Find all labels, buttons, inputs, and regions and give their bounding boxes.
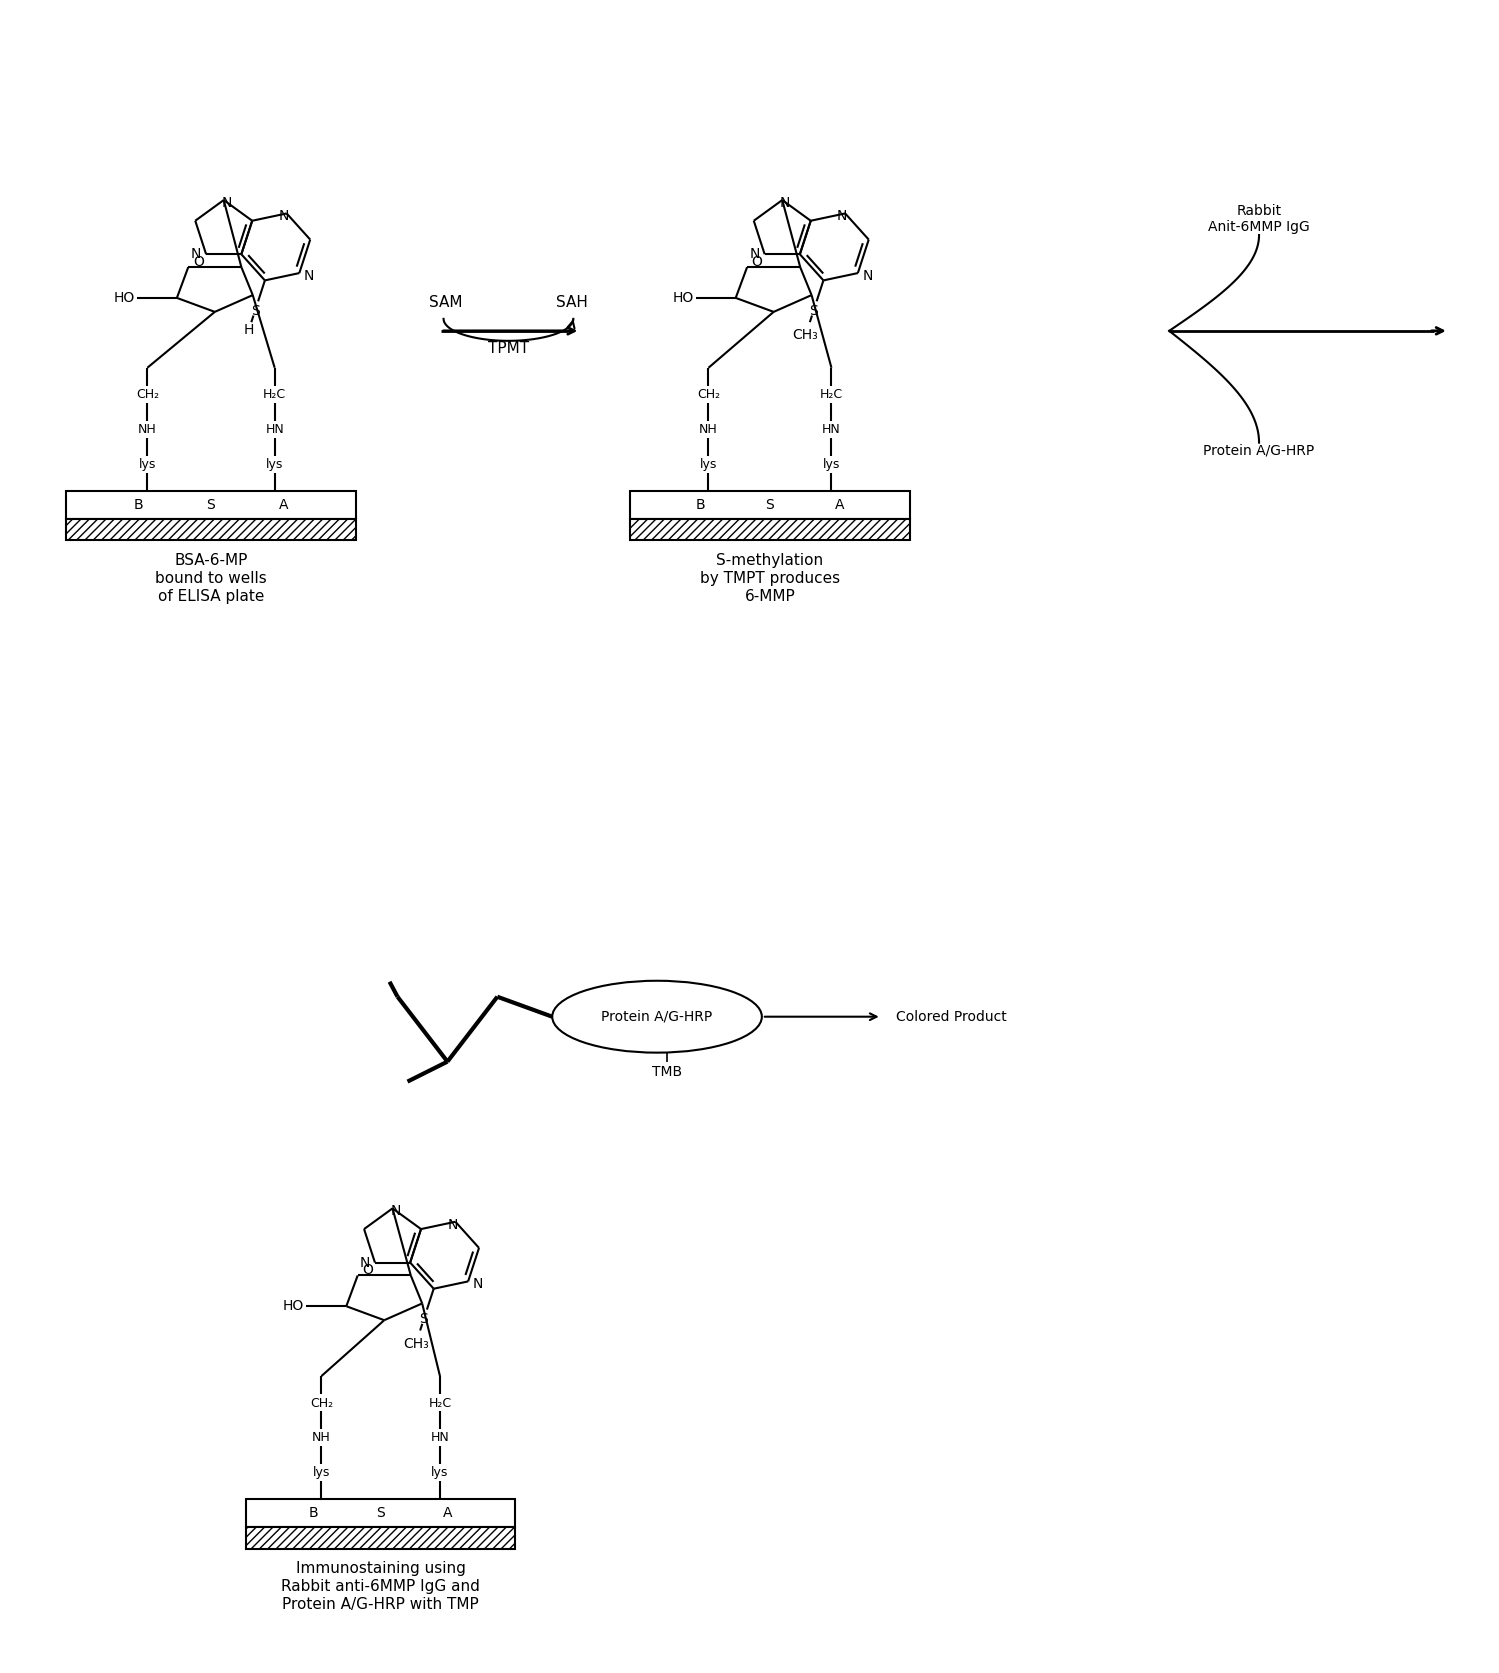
Text: S: S: [207, 497, 216, 512]
Text: N: N: [836, 209, 847, 224]
Text: N: N: [750, 248, 760, 261]
Bar: [630, 490, 910, 519]
Text: 6-MMP: 6-MMP: [745, 589, 796, 604]
Text: S-methylation: S-methylation: [717, 554, 823, 567]
Text: NH: NH: [312, 1432, 331, 1444]
Text: HO: HO: [114, 291, 135, 304]
Text: H₂C: H₂C: [429, 1397, 451, 1410]
Text: HO: HO: [672, 291, 694, 304]
Text: O: O: [363, 1263, 373, 1278]
Text: H₂C: H₂C: [820, 388, 842, 402]
Text: N: N: [304, 269, 315, 283]
Text: CH₂: CH₂: [136, 388, 159, 402]
Text: O: O: [193, 256, 204, 269]
Text: Rabbit anti-6MMP IgG and: Rabbit anti-6MMP IgG and: [282, 1579, 480, 1594]
Text: Rabbit: Rabbit: [1237, 204, 1282, 217]
Text: S: S: [250, 304, 259, 318]
Text: N: N: [862, 269, 872, 283]
Text: TPMT: TPMT: [487, 341, 529, 356]
Text: NH: NH: [138, 423, 157, 437]
Bar: [66, 490, 355, 519]
Text: N: N: [222, 196, 232, 211]
Bar: [246, 1527, 516, 1549]
Text: S: S: [809, 304, 818, 318]
Bar: [246, 1499, 516, 1527]
Bar: [630, 519, 910, 540]
Text: Colored Product: Colored Product: [896, 1010, 1007, 1024]
Text: TMB: TMB: [652, 1064, 682, 1079]
Text: H₂C: H₂C: [264, 388, 286, 402]
Text: HN: HN: [430, 1432, 450, 1444]
Text: CH₂: CH₂: [310, 1397, 333, 1410]
Text: NH: NH: [699, 423, 718, 437]
Text: lys: lys: [313, 1467, 330, 1479]
Text: SAM: SAM: [429, 296, 462, 311]
Text: N: N: [390, 1205, 400, 1218]
Text: N: N: [472, 1278, 483, 1292]
Text: Immunostaining using: Immunostaining using: [295, 1561, 466, 1576]
Text: N: N: [190, 248, 201, 261]
Text: lys: lys: [265, 458, 283, 472]
Text: CH₃: CH₃: [793, 328, 818, 343]
Text: HN: HN: [821, 423, 841, 437]
Text: bound to wells: bound to wells: [154, 570, 267, 586]
Text: CH₃: CH₃: [403, 1337, 429, 1350]
Text: lys: lys: [432, 1467, 448, 1479]
Text: BSA-6-MP: BSA-6-MP: [174, 554, 247, 567]
Text: A: A: [835, 497, 844, 512]
Text: N: N: [447, 1218, 457, 1231]
Text: lys: lys: [823, 458, 839, 472]
Text: HO: HO: [283, 1300, 304, 1313]
Text: by TMPT produces: by TMPT produces: [700, 570, 839, 586]
Text: A: A: [279, 497, 288, 512]
Text: of ELISA plate: of ELISA plate: [157, 589, 264, 604]
Text: A: A: [444, 1506, 453, 1519]
Text: B: B: [309, 1506, 318, 1519]
Text: Protein A/G-HRP: Protein A/G-HRP: [601, 1010, 712, 1024]
Text: Protein A/G-HRP with TMP: Protein A/G-HRP with TMP: [282, 1598, 480, 1613]
Text: N: N: [360, 1255, 370, 1270]
Text: Anit-6MMP IgG: Anit-6MMP IgG: [1208, 221, 1310, 234]
Text: B: B: [133, 497, 144, 512]
Bar: [66, 519, 355, 540]
Text: SAH: SAH: [556, 296, 588, 311]
Text: lys: lys: [700, 458, 717, 472]
Text: H: H: [244, 323, 253, 336]
Text: O: O: [751, 256, 763, 269]
Text: B: B: [696, 497, 705, 512]
Text: S: S: [376, 1506, 385, 1519]
Text: lys: lys: [138, 458, 156, 472]
Text: N: N: [779, 196, 790, 211]
Text: N: N: [279, 209, 289, 224]
Text: S: S: [766, 497, 775, 512]
Text: HN: HN: [265, 423, 283, 437]
Text: Protein A/G-HRP: Protein A/G-HRP: [1204, 443, 1315, 458]
Text: S: S: [420, 1312, 429, 1327]
Text: CH₂: CH₂: [697, 388, 720, 402]
